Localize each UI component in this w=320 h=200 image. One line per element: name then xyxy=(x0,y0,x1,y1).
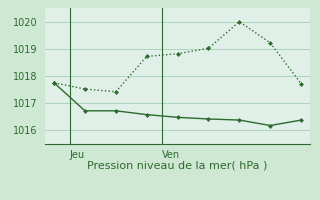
Text: Ven: Ven xyxy=(162,150,180,160)
X-axis label: Pression niveau de la mer( hPa ): Pression niveau de la mer( hPa ) xyxy=(87,161,268,171)
Text: Jeu: Jeu xyxy=(69,150,84,160)
